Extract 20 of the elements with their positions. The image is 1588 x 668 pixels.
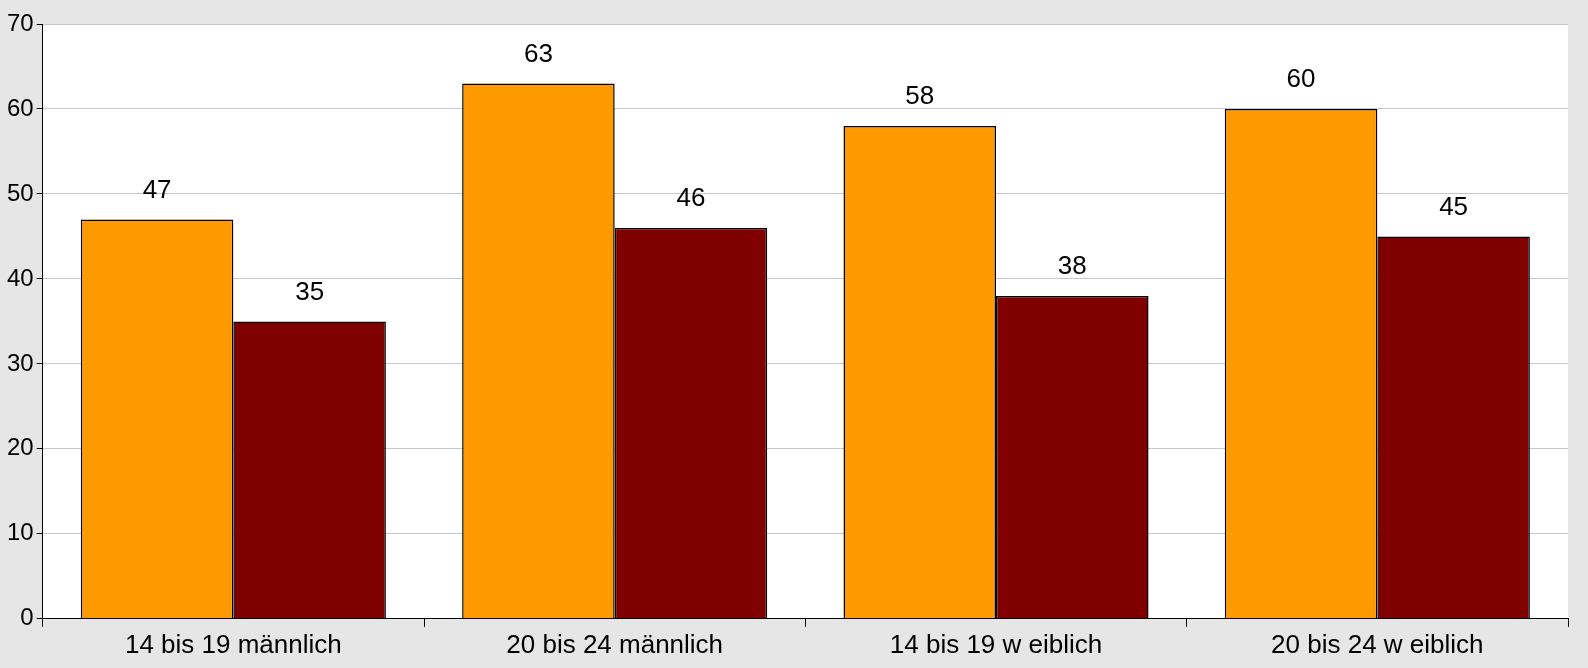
data-label: 45 [1439,190,1469,221]
data-label: 46 [676,182,706,213]
y-tick-label: 20 [6,433,34,461]
y-tick-label: 0 [20,603,34,631]
data-label: 38 [1057,250,1087,281]
data-label: 35 [295,275,325,306]
x-tick-label: 14 bis 19 männlich [124,628,342,659]
data-label: 47 [142,173,172,204]
data-label: 60 [1286,63,1316,94]
x-tick-label: 20 bis 24 w eiblich [1271,628,1484,659]
y-tick-label: 60 [6,93,34,121]
data-label: 58 [905,80,935,111]
data-label: 63 [523,37,553,68]
y-tick-label: 50 [6,178,34,206]
y-tick-label: 30 [6,348,34,376]
x-tick-label: 14 bis 19 w eiblich [889,628,1103,659]
y-tick-label: 40 [6,263,34,291]
y-tick-label: 10 [6,518,34,546]
x-tick-label: 20 bis 24 männlich [506,628,724,659]
y-tick-label: 70 [6,8,34,36]
